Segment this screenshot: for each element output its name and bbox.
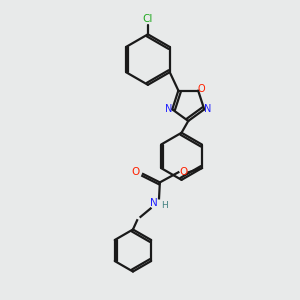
Text: O: O [198, 84, 205, 94]
Text: N: N [150, 198, 158, 208]
Text: H: H [161, 201, 167, 210]
Text: Cl: Cl [143, 14, 153, 24]
Text: O: O [179, 167, 188, 177]
Text: O: O [131, 167, 140, 177]
Text: N: N [165, 104, 172, 114]
Text: N: N [204, 104, 211, 114]
